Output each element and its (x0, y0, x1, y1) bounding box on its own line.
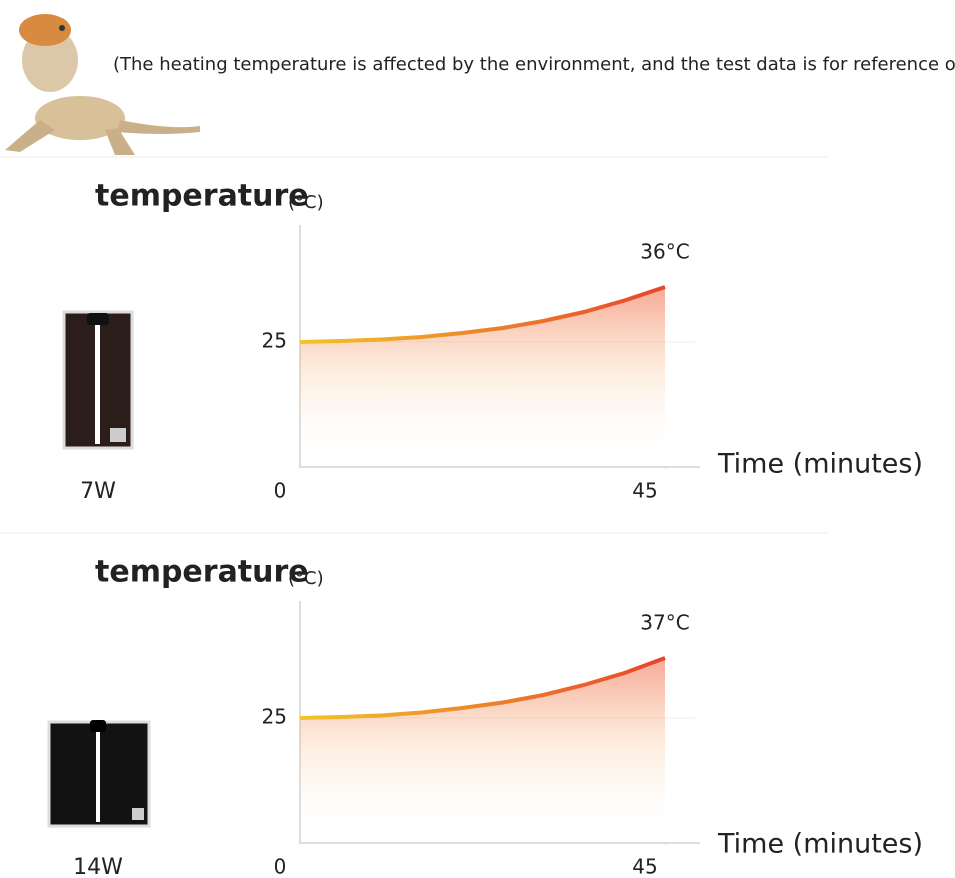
line (299, 285, 666, 344)
line (299, 656, 666, 720)
y-axis-unit: (°C) (288, 568, 324, 589)
heater-7w (62, 310, 134, 450)
x-tick-label: 0 (274, 855, 287, 878)
area (300, 287, 665, 467)
y-axis-title: temperature (95, 179, 309, 214)
note: (The heating temperature is affected by … (113, 54, 955, 75)
y-axis-title: temperature (95, 555, 309, 590)
data-label: 36°C (640, 240, 689, 264)
product-label: 7W (80, 479, 116, 504)
x-tick-label: 45 (632, 479, 657, 503)
x-tick-label: 45 (632, 855, 657, 878)
y-tick-label: 25 (262, 329, 287, 353)
y-axis-unit: (°C) (288, 192, 324, 213)
data-label: 37°C (640, 611, 689, 635)
x-tick-label: 0 (274, 479, 287, 503)
y-tick-label: 25 (262, 705, 287, 729)
x-axis-title: Time (minutes) (717, 829, 923, 860)
heater-14w (47, 720, 151, 828)
lizard (5, 14, 200, 155)
product-label: 14W (73, 855, 123, 878)
x-axis-title: Time (minutes) (717, 449, 923, 480)
area (300, 658, 665, 843)
